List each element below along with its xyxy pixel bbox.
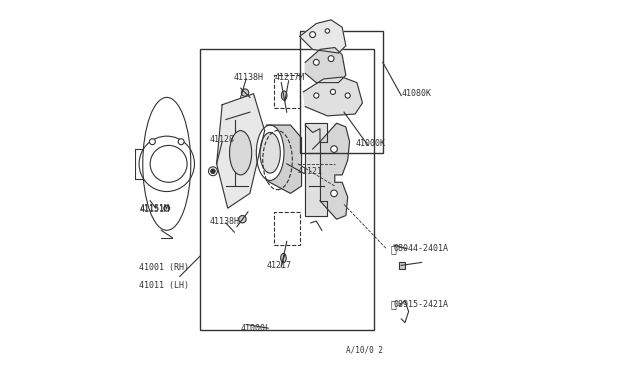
Text: 41000L: 41000L [241, 324, 270, 333]
Text: Ⓑ: Ⓑ [390, 244, 396, 254]
Ellipse shape [282, 91, 287, 100]
Circle shape [239, 215, 246, 223]
Circle shape [314, 93, 319, 98]
Text: A/10/0 2: A/10/0 2 [346, 346, 383, 355]
Ellipse shape [281, 253, 286, 263]
Polygon shape [216, 94, 264, 208]
Circle shape [178, 139, 184, 145]
Text: 41080K: 41080K [401, 89, 431, 98]
Circle shape [314, 60, 319, 65]
Circle shape [241, 89, 249, 96]
Text: 08915-2421A: 08915-2421A [394, 300, 449, 309]
Polygon shape [305, 48, 346, 83]
Polygon shape [303, 77, 362, 116]
Text: 41128: 41128 [209, 135, 234, 144]
Bar [274, 75, 300, 109]
Circle shape [330, 89, 335, 94]
Circle shape [164, 205, 170, 211]
Polygon shape [320, 123, 349, 219]
Text: 41217M: 41217M [275, 73, 305, 82]
Circle shape [310, 32, 316, 38]
Polygon shape [305, 123, 328, 215]
Circle shape [211, 169, 215, 173]
Circle shape [345, 93, 350, 98]
Circle shape [149, 139, 156, 145]
Text: 41217: 41217 [266, 261, 291, 270]
Text: 41151M: 41151M [139, 205, 169, 215]
Circle shape [325, 29, 330, 33]
Text: 41011 (LH): 41011 (LH) [139, 281, 189, 290]
Bar [274, 212, 300, 245]
Bar [300, 31, 383, 153]
Ellipse shape [256, 125, 284, 180]
Bar [399, 262, 405, 269]
Polygon shape [300, 20, 346, 53]
Polygon shape [266, 125, 301, 193]
Circle shape [331, 146, 337, 153]
Circle shape [328, 56, 334, 62]
Text: 08044-2401A: 08044-2401A [394, 244, 449, 253]
Text: 41151M: 41151M [139, 203, 169, 213]
Text: 41000K: 41000K [355, 139, 385, 148]
Text: 41138H: 41138H [233, 73, 263, 81]
Text: Ⓟ: Ⓟ [390, 299, 396, 309]
Text: 41138H: 41138H [209, 217, 239, 225]
Text: 41121: 41121 [298, 167, 323, 176]
Circle shape [150, 145, 187, 182]
Bar [200, 49, 374, 330]
Text: 41001 (RH): 41001 (RH) [139, 263, 189, 272]
Ellipse shape [230, 131, 252, 175]
Circle shape [209, 167, 218, 176]
Circle shape [331, 190, 337, 197]
Ellipse shape [260, 132, 280, 173]
